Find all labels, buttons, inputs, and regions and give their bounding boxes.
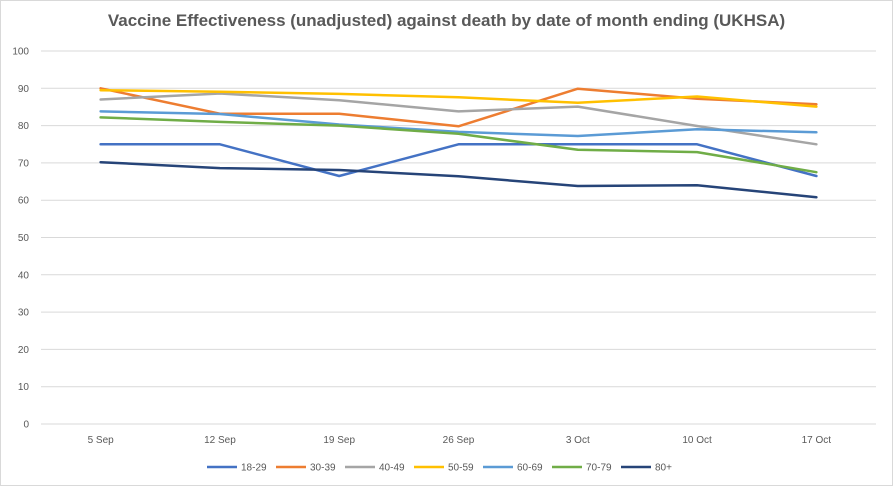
y-tick-label: 50 xyxy=(18,233,30,244)
y-tick-label: 90 xyxy=(18,84,30,95)
y-tick-label: 80 xyxy=(18,121,30,132)
legend-label: 40-49 xyxy=(379,463,405,474)
legend-label: 30-39 xyxy=(310,463,336,474)
y-tick-label: 10 xyxy=(18,382,30,393)
y-tick-label: 30 xyxy=(18,308,30,319)
y-tick-label: 0 xyxy=(23,420,29,431)
grid-lines xyxy=(41,50,876,425)
legend-label: 80+ xyxy=(655,463,672,474)
series-line-40-49 xyxy=(99,92,818,146)
series-line-70-79 xyxy=(99,116,818,174)
y-tick-label: 100 xyxy=(12,47,29,58)
legend-label: 70-79 xyxy=(586,463,612,474)
y-tick-label: 70 xyxy=(18,158,30,169)
series-line-50-59 xyxy=(99,88,818,108)
y-tick-label: 40 xyxy=(18,270,30,281)
legend-label: 60-69 xyxy=(517,463,543,474)
legend-label: 50-59 xyxy=(448,463,474,474)
series-line-18-29 xyxy=(99,143,818,178)
legend-label: 18-29 xyxy=(241,463,267,474)
series-lines xyxy=(99,87,818,199)
series-line-60-69 xyxy=(99,110,818,138)
y-tick-label: 20 xyxy=(18,345,30,356)
x-tick-label: 10 Oct xyxy=(682,435,712,446)
tick-labels: 0 10 20 30 40 50 60 70 80 90 100 5 Sep 12 Sep 19 Sep 2… xyxy=(12,47,831,447)
x-tick-label: 26 Sep xyxy=(443,435,475,446)
x-tick-label: 3 Oct xyxy=(566,435,590,446)
x-tick-label: 12 Sep xyxy=(204,435,236,446)
chart-title: Vaccine Effectiveness (unadjusted) again… xyxy=(107,11,786,30)
legend: 18-29 30-39 40-49 50-59 60-69 70-79 80+ xyxy=(207,463,672,474)
x-tick-label: 5 Sep xyxy=(88,435,115,446)
x-tick-label: 19 Sep xyxy=(323,435,355,446)
y-tick-label: 60 xyxy=(18,196,30,207)
series-line-80+ xyxy=(99,160,818,199)
x-tick-label: 17 Oct xyxy=(802,435,832,446)
